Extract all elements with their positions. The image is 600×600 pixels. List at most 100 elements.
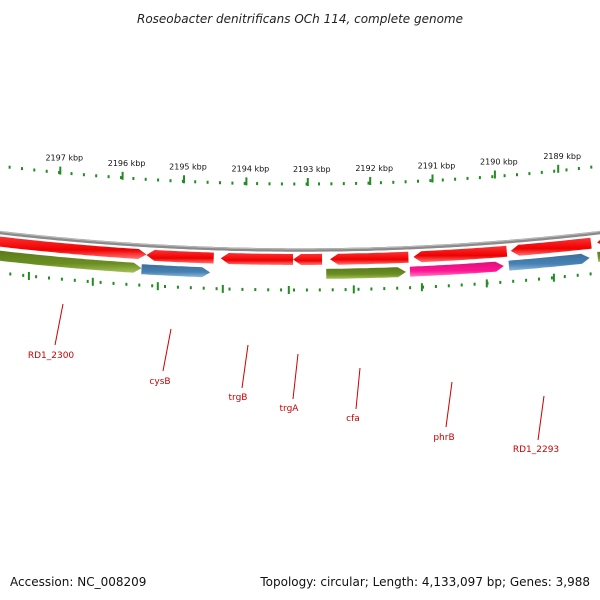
label-connector <box>355 367 361 410</box>
ruler-tick-minor <box>305 182 308 186</box>
ruler-tick-minor <box>206 180 209 184</box>
label-connector <box>537 395 545 441</box>
ruler-label: 2196 kbp <box>108 159 146 168</box>
genome-backbone <box>0 230 600 252</box>
ruler-tick-minor <box>590 165 593 169</box>
ruler-label: 2197 kbp <box>45 154 83 163</box>
inner-tick-minor <box>112 281 115 285</box>
ruler-tick-minor <box>219 181 221 185</box>
ruler-tick-minor <box>293 182 296 186</box>
inner-tick-minor <box>86 279 89 283</box>
gene-label-trga[interactable]: trgA <box>280 404 300 414</box>
ruler-tick-minor <box>21 167 23 171</box>
ruler-label: 2193 kbp <box>293 165 331 174</box>
ruler-tick-minor <box>95 174 98 178</box>
gene-arrow-forward[interactable] <box>413 245 508 263</box>
ruler-tick-minor <box>157 178 160 182</box>
ruler-tick-minor <box>404 180 407 184</box>
gene-arrow-forward[interactable] <box>146 249 214 264</box>
ruler-tick-minor <box>243 181 246 185</box>
gene-arrow-forward[interactable] <box>330 251 409 265</box>
inner-tick-minor <box>563 275 566 279</box>
label-connector <box>241 344 249 389</box>
ruler-tick-minor <box>528 172 531 176</box>
inner-tick-major <box>221 284 224 293</box>
ruler-tick-major <box>369 177 372 185</box>
inner-tick-minor <box>318 288 321 292</box>
gene-arrow-reverse[interactable] <box>597 250 600 262</box>
gene-arrow-cysb[interactable] <box>141 264 211 278</box>
inner-tick-minor <box>576 273 579 277</box>
gene-label-phrb[interactable]: phrB <box>433 433 454 443</box>
gene-arrow-rd1-2293[interactable] <box>508 253 590 271</box>
inner-tick-minor <box>35 275 38 279</box>
gene-arrow-forward[interactable] <box>510 237 592 256</box>
ruler-tick-major <box>306 178 309 186</box>
inner-tick-minor <box>293 288 295 292</box>
ruler-tick-major <box>121 171 124 180</box>
ruler-tick-minor <box>503 174 506 178</box>
ruler-tick-minor <box>318 182 320 186</box>
inner-tick-minor <box>254 288 257 292</box>
gene-label-trgb[interactable]: trgB <box>229 393 248 403</box>
inner-tick-minor <box>434 285 437 288</box>
ruler-tick-major <box>557 164 560 173</box>
ruler-label: 2195 kbp <box>169 162 207 171</box>
inner-tick-minor <box>60 277 63 281</box>
gene-arrow-phrb[interactable] <box>409 261 504 277</box>
inner-tick-minor <box>48 276 50 280</box>
ruler-tick-minor <box>367 181 370 185</box>
map-title: Roseobacter denitrificans OCh 114, compl… <box>137 12 463 26</box>
label-connector <box>162 328 172 372</box>
ruler-label: 2190 kbp <box>480 158 518 167</box>
gene-arrow-trga[interactable] <box>293 253 323 265</box>
gene-arrow-trgb[interactable] <box>220 253 293 265</box>
inner-tick-minor <box>383 287 386 291</box>
inner-tick-minor <box>228 287 231 291</box>
gene-arrow-rd1-2300[interactable] <box>0 250 142 273</box>
inner-tick-major <box>352 285 355 294</box>
genome-summary-text: Topology: circular; Length: 4,133,097 bp… <box>259 575 590 589</box>
gene-label-cfa[interactable]: cfa <box>346 414 360 424</box>
ruler-tick-minor <box>107 175 110 179</box>
ruler-tick-minor <box>491 175 494 179</box>
inner-tick-minor <box>280 288 283 292</box>
inner-tick-major <box>420 283 423 292</box>
inner-tick-minor <box>447 284 450 288</box>
gene-label-rd1-2300[interactable]: RD1_2300 <box>28 351 75 361</box>
inner-tick-minor <box>215 287 218 291</box>
ruler-tick-minor <box>144 177 147 181</box>
label-connector <box>445 381 453 428</box>
inner-tick-minor <box>422 285 424 289</box>
inner-tick-minor <box>538 277 540 281</box>
inner-tick-minor <box>589 272 592 276</box>
ruler-tick-minor <box>466 176 469 180</box>
inner-tick-minor <box>370 287 373 291</box>
ruler-tick-minor <box>355 181 358 185</box>
ruler-label: 2189 kbp <box>543 152 581 161</box>
gene-label-rd1-2293[interactable]: RD1_2293 <box>513 445 559 455</box>
label-connector <box>54 303 64 346</box>
inner-tick-major <box>91 277 94 286</box>
inner-tick-minor <box>267 288 270 292</box>
gene-arrow-cfa[interactable] <box>326 267 406 279</box>
gene-label-cysb[interactable]: cysB <box>149 377 170 387</box>
inner-tick-minor <box>151 284 154 288</box>
inner-tick-minor <box>164 285 166 288</box>
accession-text: Accession: NC_008209 <box>10 575 146 589</box>
ruler-tick-minor <box>441 178 444 182</box>
ruler-tick-major <box>493 170 496 179</box>
outer-ruler <box>8 164 593 186</box>
inner-tick-minor <box>512 279 515 283</box>
ruler-tick-minor <box>516 173 518 177</box>
inner-tick-major <box>552 273 555 282</box>
inner-tick-minor <box>202 286 205 290</box>
gene-arrow-forward[interactable] <box>0 236 147 259</box>
ruler-tick-minor <box>120 176 122 180</box>
ruler-tick-minor <box>58 171 61 174</box>
ruler-tick-minor <box>45 169 48 173</box>
inner-tick-minor <box>525 278 528 282</box>
inner-tick-minor <box>396 286 399 290</box>
ruler-label: 2191 kbp <box>418 162 456 171</box>
gene-arrow-forward[interactable] <box>597 234 600 247</box>
